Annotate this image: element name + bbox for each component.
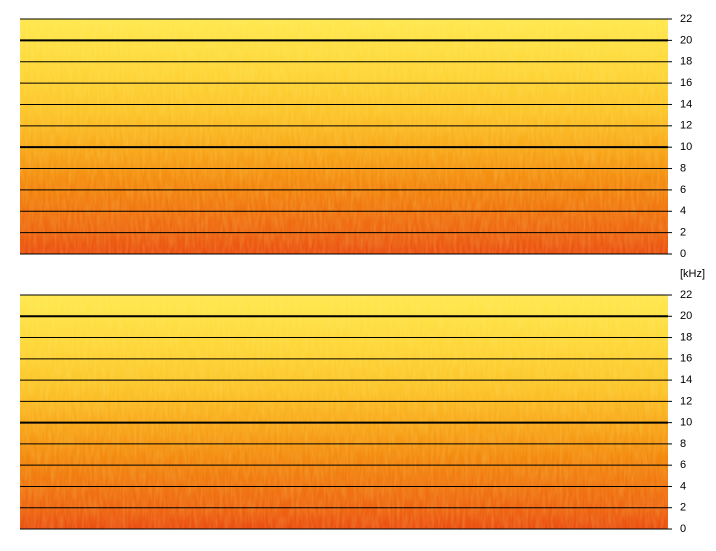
y-tick-label: 22 xyxy=(680,13,692,25)
y-tick-label: 10 xyxy=(680,417,692,429)
y-tick-label: 16 xyxy=(680,77,692,89)
y-tick-label: 22 xyxy=(680,289,692,301)
y-tick-label: 2 xyxy=(680,502,686,514)
y-tick-label: 16 xyxy=(680,353,692,365)
spectrogram-texture xyxy=(20,295,668,529)
y-tick-label: 2 xyxy=(680,227,686,239)
y-tick-label: 6 xyxy=(680,459,686,471)
y-tick-label: 12 xyxy=(680,395,692,407)
y-tick-label: 4 xyxy=(680,205,686,217)
y-tick-label: 18 xyxy=(680,56,692,68)
y-tick-label: 8 xyxy=(680,162,686,174)
y-tick-label: 4 xyxy=(680,480,686,492)
y-tick-label: 10 xyxy=(680,141,692,153)
y-axis-unit: [kHz] xyxy=(680,268,705,280)
spectrogram-texture xyxy=(20,19,668,254)
y-tick-label: 6 xyxy=(680,184,686,196)
y-tick-label: 20 xyxy=(680,310,692,322)
y-tick-label: 18 xyxy=(680,331,692,343)
y-tick-label: 0 xyxy=(680,523,686,535)
y-tick-label: 14 xyxy=(680,98,692,110)
y-tick-label: 20 xyxy=(680,34,692,46)
y-tick-label: 14 xyxy=(680,374,692,386)
y-tick-label: 0 xyxy=(680,248,686,260)
y-tick-label: 12 xyxy=(680,120,692,132)
y-tick-label: 8 xyxy=(680,438,686,450)
